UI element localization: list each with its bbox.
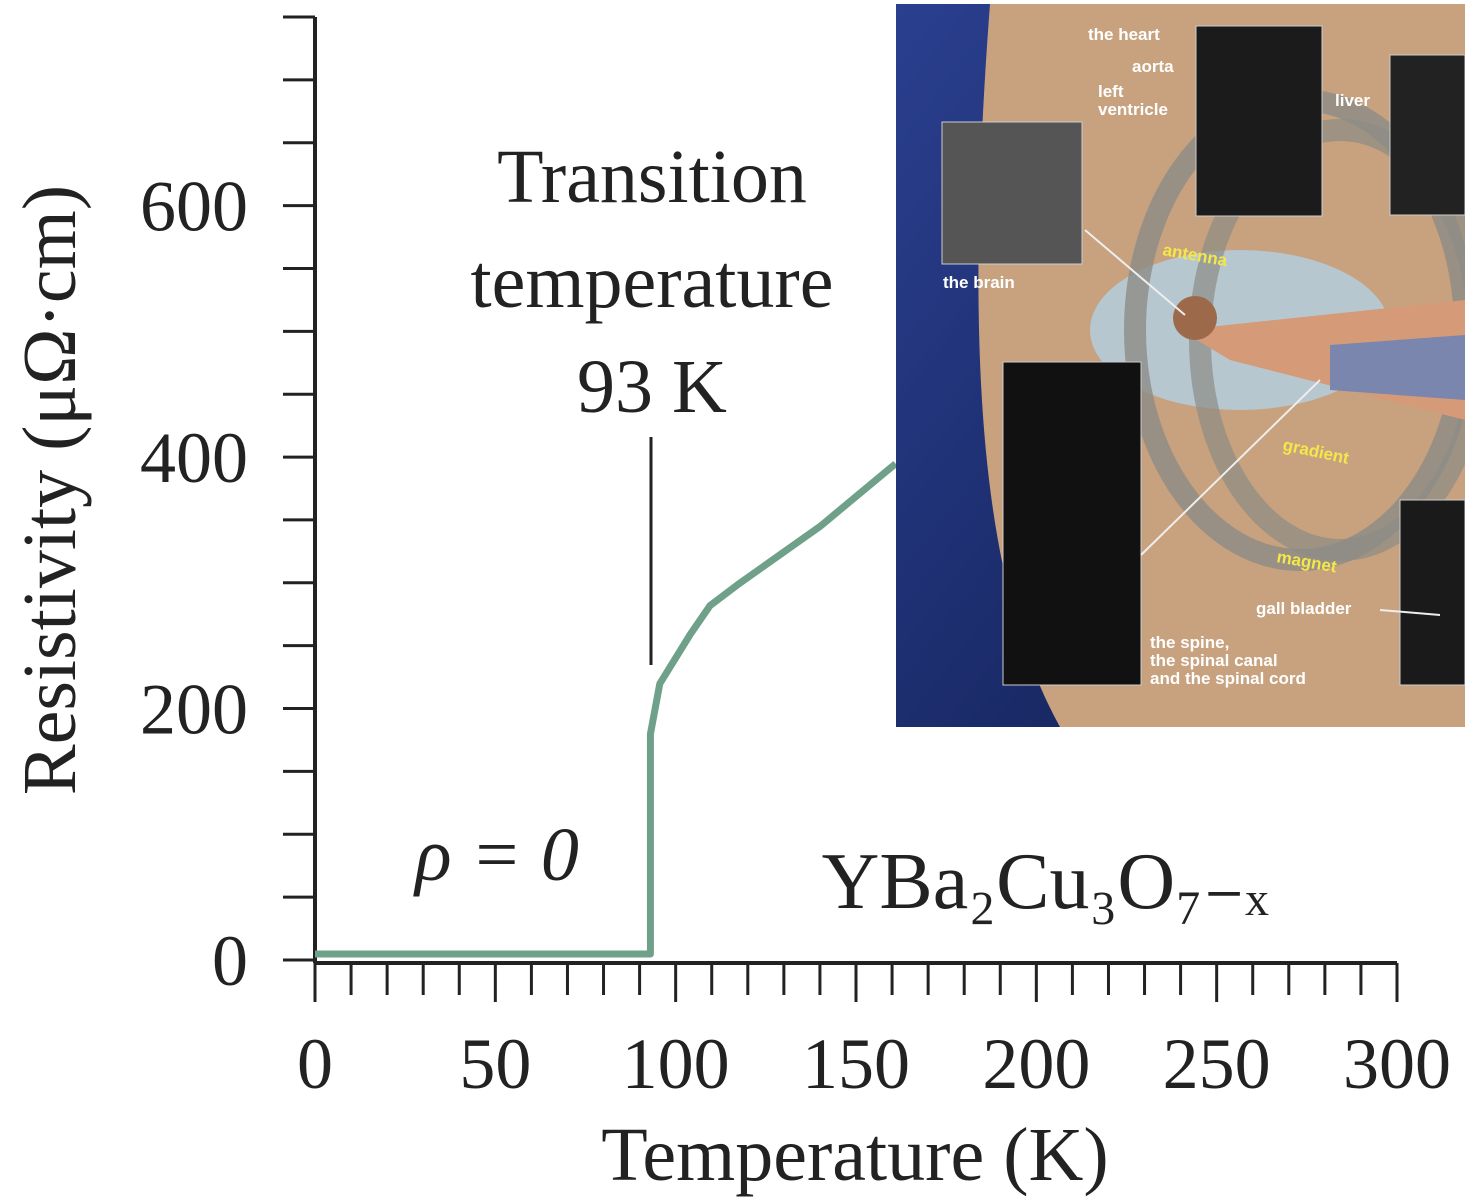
x-tick-label: 200 bbox=[982, 1024, 1090, 1104]
annotation: 93 K bbox=[577, 345, 727, 429]
x-tick-label: 100 bbox=[622, 1024, 730, 1104]
inset-illustration: the heart aorta left ventricle liver the… bbox=[896, 4, 1465, 727]
inset-label: the brain bbox=[943, 273, 1015, 292]
x-axis-label: Temperature (K) bbox=[601, 1113, 1108, 1197]
inset-label: the heart bbox=[1088, 25, 1160, 44]
inset-label: the spine, bbox=[1150, 633, 1229, 652]
annotation: temperature bbox=[471, 240, 834, 324]
x-tick-label: 150 bbox=[802, 1024, 910, 1104]
inset-label: the spinal canal bbox=[1150, 651, 1278, 670]
y-tick-label: 600 bbox=[140, 167, 248, 247]
annotation: Transition bbox=[497, 135, 807, 219]
inset-label: and the spinal cord bbox=[1150, 669, 1306, 688]
x-tick-label: 50 bbox=[459, 1024, 531, 1104]
y-tick-label: 400 bbox=[140, 418, 248, 498]
inset-label: ventricle bbox=[1098, 100, 1168, 119]
annotation: YBa₂Cu₃O₇₋ₓ bbox=[822, 838, 1270, 926]
inset-label: aorta bbox=[1132, 57, 1174, 76]
x-tick-label: 300 bbox=[1343, 1024, 1451, 1104]
inset-label: liver bbox=[1335, 91, 1370, 110]
inset-label: gall bladder bbox=[1256, 599, 1352, 618]
chart: 0 200 400 600 0 50 100 150 200 250 300 the heart a… bbox=[0, 0, 1465, 1199]
y-tick-label: 0 bbox=[212, 921, 248, 1001]
annotation: ρ = 0 bbox=[413, 813, 579, 897]
data-line bbox=[315, 464, 896, 954]
inset-label: left bbox=[1098, 82, 1124, 101]
x-tick-label: 250 bbox=[1163, 1024, 1271, 1104]
x-tick-label: 0 bbox=[297, 1024, 333, 1104]
y-axis-label: Resistivity (μΩ·cm) bbox=[8, 185, 92, 795]
y-tick-label: 200 bbox=[140, 670, 248, 750]
